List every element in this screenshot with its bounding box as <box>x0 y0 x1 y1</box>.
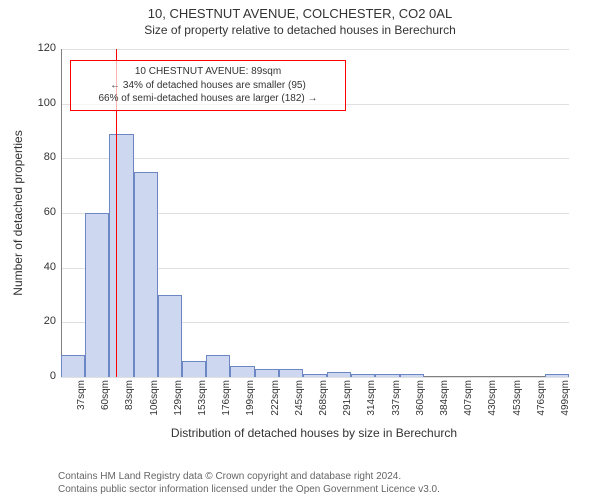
x-tick-label: 499sqm <box>560 380 571 416</box>
footer-attribution: Contains HM Land Registry data © Crown c… <box>58 470 440 496</box>
x-tick-label: 407sqm <box>463 380 474 416</box>
gridline <box>61 49 569 50</box>
x-tick-label: 291sqm <box>342 380 353 416</box>
x-tick-label: 268sqm <box>318 380 329 416</box>
footer-line1: Contains HM Land Registry data © Crown c… <box>58 470 440 483</box>
gridline <box>61 377 569 378</box>
histogram-bar <box>158 295 182 377</box>
histogram-bar <box>545 374 569 377</box>
annotation-line2: ← 34% of detached houses are smaller (95… <box>79 79 337 93</box>
x-tick-label: 476sqm <box>536 380 547 416</box>
histogram-bar <box>279 369 303 377</box>
gridline <box>61 158 569 159</box>
x-tick-label: 384sqm <box>439 380 450 416</box>
x-tick-label: 199sqm <box>245 380 256 416</box>
x-tick-label: 222sqm <box>270 380 281 416</box>
x-tick-label: 430sqm <box>487 380 498 416</box>
annotation-box: 10 CHESTNUT AVENUE: 89sqm ← 34% of detac… <box>70 60 346 111</box>
x-tick-label: 337sqm <box>391 380 402 416</box>
x-tick-label: 153sqm <box>197 380 208 416</box>
x-tick-label: 106sqm <box>149 380 160 416</box>
y-tick-label: 120 <box>32 42 56 54</box>
y-tick-label: 60 <box>32 206 56 218</box>
annotation-line3: 66% of semi-detached houses are larger (… <box>79 92 337 106</box>
histogram-bar <box>134 172 158 377</box>
y-axis-label: Number of detached properties <box>11 123 25 303</box>
x-tick-label: 60sqm <box>100 380 111 410</box>
histogram-bar <box>303 374 327 377</box>
histogram-bar <box>109 134 133 377</box>
y-tick-label: 20 <box>32 315 56 327</box>
x-axis-label: Distribution of detached houses by size … <box>60 426 568 440</box>
histogram-bar <box>230 366 254 377</box>
histogram-bar <box>327 372 351 377</box>
chart-container: 10, CHESTNUT AVENUE, COLCHESTER, CO2 0AL… <box>0 0 600 500</box>
histogram-bar <box>206 355 230 377</box>
x-tick-label: 37sqm <box>76 380 87 410</box>
histogram-bar <box>182 361 206 377</box>
y-tick-label: 40 <box>32 261 56 273</box>
histogram-bar <box>375 374 399 377</box>
x-tick-label: 453sqm <box>512 380 523 416</box>
y-tick-label: 100 <box>32 97 56 109</box>
x-tick-label: 83sqm <box>124 380 135 410</box>
x-tick-label: 129sqm <box>173 380 184 416</box>
x-tick-label: 176sqm <box>221 380 232 416</box>
histogram-bar <box>85 213 109 377</box>
chart-subtitle: Size of property relative to detached ho… <box>0 21 600 37</box>
chart-title: 10, CHESTNUT AVENUE, COLCHESTER, CO2 0AL <box>0 0 600 21</box>
histogram-bar <box>255 369 279 377</box>
y-tick-label: 0 <box>32 370 56 382</box>
footer-line2: Contains public sector information licen… <box>58 483 440 496</box>
annotation-line1: 10 CHESTNUT AVENUE: 89sqm <box>79 65 337 79</box>
x-tick-label: 360sqm <box>415 380 426 416</box>
histogram-bar <box>61 355 85 377</box>
x-tick-label: 245sqm <box>294 380 305 416</box>
histogram-bar <box>351 374 375 377</box>
histogram-bar <box>400 374 424 377</box>
x-tick-label: 314sqm <box>366 380 377 416</box>
y-axis-line <box>61 49 62 377</box>
y-tick-label: 80 <box>32 151 56 163</box>
